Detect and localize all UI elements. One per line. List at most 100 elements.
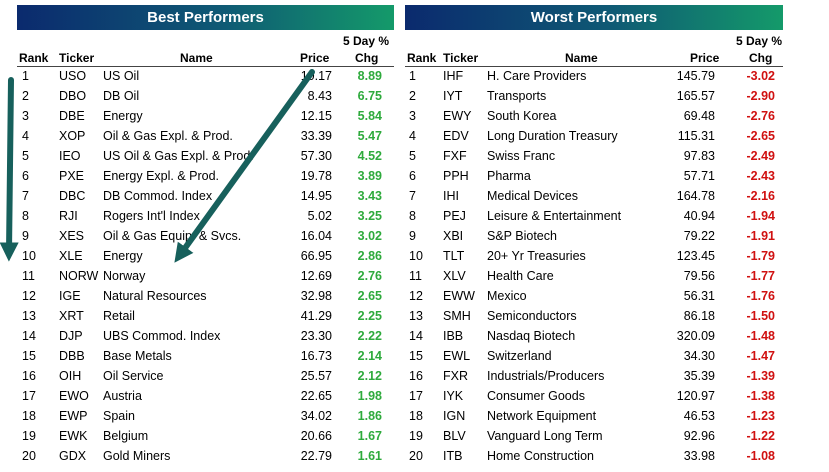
table-row: 19 BLV Vanguard Long Term 92.96 -1.22 bbox=[405, 427, 783, 447]
worst-cell-ticker: IYT bbox=[443, 89, 463, 103]
best-cell-rank: 4 bbox=[22, 129, 29, 143]
best-performers-title: Best Performers bbox=[17, 5, 394, 30]
best-cell-name: Energy Expl. & Prod. bbox=[103, 169, 220, 183]
best-cell-name: US Oil & Gas Expl. & Prod. bbox=[103, 149, 254, 163]
worst-cell-chg: -1.94 bbox=[746, 209, 776, 223]
best-cell-price: 22.65 bbox=[300, 389, 332, 403]
table-row: 8 PEJ Leisure & Entertainment 40.94 -1.94 bbox=[405, 207, 783, 227]
best-cell-chg: 1.86 bbox=[357, 409, 382, 423]
best-cell-rank: 5 bbox=[22, 149, 29, 163]
table-row: 7 IHI Medical Devices 164.78 -2.16 bbox=[405, 187, 783, 207]
worst-cell-price: 69.48 bbox=[683, 109, 715, 123]
table-row: 11 XLV Health Care 79.56 -1.77 bbox=[405, 267, 783, 287]
worst-cell-name: 20+ Yr Treasuries bbox=[487, 249, 586, 263]
worst-cell-price: 164.78 bbox=[676, 189, 715, 203]
worst-cell-chg: -1.08 bbox=[746, 449, 776, 463]
table-row: 11 NORW Norway 12.69 2.76 bbox=[17, 267, 394, 287]
best-cell-ticker: OIH bbox=[59, 369, 82, 383]
table-row: 10 TLT 20+ Yr Treasuries 123.45 -1.79 bbox=[405, 247, 783, 267]
table-row: 13 XRT Retail 41.29 2.25 bbox=[17, 307, 394, 327]
best-cell-ticker: XES bbox=[59, 229, 85, 243]
worst-pct-header-row: 5 Day % bbox=[405, 33, 783, 49]
best-cell-chg: 4.52 bbox=[357, 149, 382, 163]
worst-cell-ticker: TLT bbox=[443, 249, 465, 263]
worst-cell-rank: 2 bbox=[409, 89, 416, 103]
best-cell-ticker: XLE bbox=[59, 249, 83, 263]
best-cell-ticker: EWK bbox=[59, 429, 88, 443]
best-cell-price: 16.73 bbox=[300, 349, 332, 363]
worst-cell-rank: 1 bbox=[409, 69, 416, 83]
worst-cell-price: 57.71 bbox=[683, 169, 715, 183]
best-cell-price: 14.95 bbox=[300, 189, 332, 203]
worst-cell-rank: 11 bbox=[409, 269, 422, 283]
worst-performers-table: Worst Performers 5 Day % Rank Ticker Nam… bbox=[405, 5, 783, 467]
worst-cell-chg: -2.76 bbox=[746, 109, 776, 123]
table-row: 15 EWL Switzerland 34.30 -1.47 bbox=[405, 347, 783, 367]
best-cell-rank: 18 bbox=[22, 409, 36, 423]
worst-cell-name: Leisure & Entertainment bbox=[487, 209, 622, 223]
worst-column-header-row: Rank Ticker Name Price Chg bbox=[405, 49, 783, 67]
worst-cell-name: Pharma bbox=[487, 169, 531, 183]
best-cell-chg: 2.65 bbox=[357, 289, 382, 303]
table-row: 4 EDV Long Duration Treasury 115.31 -2.65 bbox=[405, 127, 783, 147]
worst-cell-chg: -1.23 bbox=[746, 409, 776, 423]
best-cell-price: 34.02 bbox=[300, 409, 332, 423]
best-cell-rank: 3 bbox=[22, 109, 29, 123]
best-cell-name: Belgium bbox=[103, 429, 149, 443]
best-cell-name: DB Commod. Index bbox=[103, 189, 213, 203]
best-cell-chg: 3.02 bbox=[357, 229, 382, 243]
best-col-rank: Rank bbox=[19, 51, 49, 65]
best-cell-name: Natural Resources bbox=[103, 289, 207, 303]
worst-cell-price: 79.56 bbox=[683, 269, 715, 283]
worst-cell-ticker: ITB bbox=[443, 449, 463, 463]
best-cell-rank: 8 bbox=[22, 209, 29, 223]
worst-rows: 1 IHF H. Care Providers 145.79 -3.02 2 IYT Tran… bbox=[405, 67, 783, 467]
best-cell-rank: 15 bbox=[22, 349, 36, 363]
table-row: 4 XOP Oil & Gas Expl. & Prod. 33.39 5.47 bbox=[17, 127, 394, 147]
worst-cell-ticker: EWL bbox=[443, 349, 471, 363]
best-performers-table: Best Performers 5 Day % Rank Ticker Name… bbox=[17, 5, 394, 467]
best-cell-rank: 9 bbox=[22, 229, 29, 243]
best-cell-price: 5.02 bbox=[307, 209, 332, 223]
best-cell-price: 10.17 bbox=[300, 69, 332, 83]
best-cell-rank: 11 bbox=[22, 269, 35, 283]
worst-cell-ticker: PEJ bbox=[443, 209, 466, 223]
worst-cell-ticker: IHI bbox=[443, 189, 459, 203]
down-arrow-icon bbox=[0, 77, 19, 262]
table-row: 18 EWP Spain 34.02 1.86 bbox=[17, 407, 394, 427]
worst-cell-rank: 14 bbox=[409, 329, 423, 343]
worst-cell-rank: 15 bbox=[409, 349, 423, 363]
worst-cell-rank: 10 bbox=[409, 249, 423, 263]
worst-cell-chg: -1.77 bbox=[746, 269, 776, 283]
table-row: 9 XBI S&P Biotech 79.22 -1.91 bbox=[405, 227, 783, 247]
best-column-header-row: Rank Ticker Name Price Chg bbox=[17, 49, 394, 67]
table-row: 19 EWK Belgium 20.66 1.67 bbox=[17, 427, 394, 447]
worst-cell-price: 33.98 bbox=[683, 449, 715, 463]
best-cell-name: Austria bbox=[103, 389, 142, 403]
table-row: 20 GDX Gold Miners 22.79 1.61 bbox=[17, 447, 394, 467]
best-cell-chg: 5.84 bbox=[357, 109, 382, 123]
best-cell-price: 33.39 bbox=[300, 129, 332, 143]
table-row: 13 SMH Semiconductors 86.18 -1.50 bbox=[405, 307, 783, 327]
worst-cell-name: Network Equipment bbox=[487, 409, 597, 423]
best-cell-chg: 2.76 bbox=[357, 269, 382, 283]
table-row: 5 FXF Swiss Franc 97.83 -2.49 bbox=[405, 147, 783, 167]
table-row: 10 XLE Energy 66.95 2.86 bbox=[17, 247, 394, 267]
worst-cell-price: 35.39 bbox=[683, 369, 715, 383]
worst-cell-rank: 12 bbox=[409, 289, 423, 303]
best-pct-header-row: 5 Day % bbox=[17, 33, 394, 49]
worst-cell-name: Switzerland bbox=[487, 349, 552, 363]
worst-cell-name: Vanguard Long Term bbox=[487, 429, 603, 443]
worst-cell-name: Swiss Franc bbox=[487, 149, 556, 163]
worst-cell-ticker: IHF bbox=[443, 69, 464, 83]
table-row: 20 ITB Home Construction 33.98 -1.08 bbox=[405, 447, 783, 467]
best-cell-ticker: EWP bbox=[59, 409, 88, 423]
worst-cell-name: S&P Biotech bbox=[487, 229, 557, 243]
best-rows: 1 USO US Oil 10.17 8.89 2 DBO DB Oil 8.43 6.75 3 DB… bbox=[17, 67, 394, 467]
worst-cell-name: H. Care Providers bbox=[487, 69, 587, 83]
best-cell-price: 57.30 bbox=[300, 149, 332, 163]
best-cell-ticker: XOP bbox=[59, 129, 86, 143]
best-cell-chg: 2.86 bbox=[357, 249, 382, 263]
best-cell-chg: 1.98 bbox=[357, 389, 382, 403]
best-cell-ticker: IEO bbox=[59, 149, 81, 163]
